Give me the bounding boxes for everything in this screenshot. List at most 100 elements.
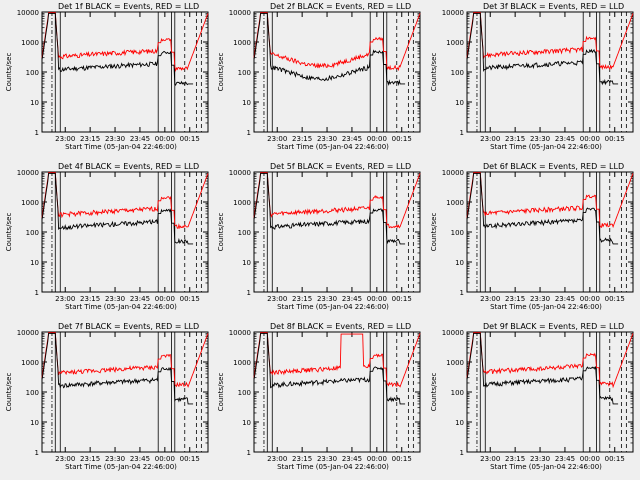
x-tick-label: 23:30 — [105, 135, 125, 143]
x-tick-label: 23:15 — [505, 295, 525, 303]
x-tick-label: 23:00 — [267, 135, 287, 143]
y-tick-label: 10 — [455, 99, 464, 107]
series-events-line — [41, 172, 194, 245]
x-tick-label: 23:30 — [317, 455, 337, 463]
y-tick-label: 1 — [247, 129, 251, 137]
y-tick-label: 10000 — [442, 329, 464, 337]
plot-frame — [253, 11, 421, 133]
series-events-line — [466, 12, 619, 86]
x-tick-label: 00:00 — [580, 295, 600, 303]
y-tick-label: 1 — [460, 449, 464, 457]
x-tick-label: 23:30 — [317, 135, 337, 143]
x-tick-label: 00:00 — [580, 135, 600, 143]
x-axis-label: Start Time (05-Jan-04 22:46:00) — [490, 303, 602, 311]
x-tick-label: 23:15 — [80, 295, 100, 303]
y-tick-label: 10000 — [442, 169, 464, 177]
x-axis-label: Start Time (05-Jan-04 22:46:00) — [277, 303, 389, 311]
x-tick-label: 00:00 — [367, 295, 387, 303]
series-events-line — [253, 12, 406, 87]
x-tick-label: 00:15 — [605, 295, 625, 303]
x-tick-label: 23:45 — [555, 455, 575, 463]
x-tick-label: 00:00 — [155, 135, 175, 143]
chart-panel-8: Det 8f BLACK = Events, RED = LLD 1 10 100 10… — [217, 322, 421, 471]
x-tick-label: 23:30 — [530, 295, 550, 303]
x-tick-label: 23:15 — [505, 135, 525, 143]
y-tick-label: 100 — [238, 389, 251, 397]
panel-title: Det 8f BLACK = Events, RED = LLD — [270, 322, 411, 331]
x-tick-label: 23:00 — [55, 455, 75, 463]
x-tick-label: 23:45 — [342, 135, 362, 143]
x-axis-label: Start Time (05-Jan-04 22:46:00) — [277, 143, 389, 151]
x-tick-label: 23:45 — [342, 295, 362, 303]
series-events-line — [41, 332, 194, 405]
y-tick-label: 100 — [451, 229, 464, 237]
y-tick-label: 1 — [35, 129, 39, 137]
y-tick-label: 100 — [26, 229, 39, 237]
y-tick-label: 10000 — [229, 9, 251, 17]
x-tick-label: 00:00 — [155, 295, 175, 303]
y-tick-label: 100 — [238, 69, 251, 77]
series-lld-line — [41, 12, 209, 72]
x-tick-label: 23:30 — [105, 455, 125, 463]
x-tick-label: 00:15 — [180, 455, 200, 463]
x-tick-label: 00:00 — [367, 135, 387, 143]
x-tick-label: 00:00 — [367, 455, 387, 463]
x-tick-label: 00:15 — [605, 135, 625, 143]
y-tick-label: 1 — [247, 289, 251, 297]
plot-frame — [41, 331, 209, 453]
series-lld-line — [466, 172, 634, 229]
panel-title: Det 9f BLACK = Events, RED = LLD — [483, 322, 624, 331]
y-axis-label: Counts/sec — [5, 53, 13, 92]
series-events-line — [466, 172, 619, 245]
y-tick-label: 1000 — [446, 39, 464, 47]
y-tick-label: 10000 — [229, 329, 251, 337]
panel-title: Det 5f BLACK = Events, RED = LLD — [270, 162, 411, 171]
y-tick-label: 10000 — [17, 329, 39, 337]
x-tick-label: 00:00 — [155, 455, 175, 463]
series-lld-line — [466, 332, 634, 389]
x-tick-label: 23:30 — [317, 295, 337, 303]
x-tick-label: 23:15 — [80, 135, 100, 143]
y-tick-label: 1 — [35, 289, 39, 297]
y-axis-label: Counts/sec — [430, 373, 438, 412]
x-axis-label: Start Time (05-Jan-04 22:46:00) — [65, 143, 177, 151]
y-tick-label: 1 — [35, 449, 39, 457]
x-tick-label: 00:00 — [580, 455, 600, 463]
series-lld-line — [253, 332, 421, 388]
y-axis-label: Counts/sec — [217, 373, 225, 412]
x-tick-label: 23:30 — [530, 135, 550, 143]
y-tick-label: 1000 — [21, 359, 39, 367]
y-tick-label: 100 — [238, 229, 251, 237]
y-tick-label: 100 — [26, 389, 39, 397]
x-tick-label: 00:15 — [605, 455, 625, 463]
y-tick-label: 100 — [451, 389, 464, 397]
x-axis-label: Start Time (05-Jan-04 22:46:00) — [65, 303, 177, 311]
panel-title: Det 1f BLACK = Events, RED = LLD — [58, 2, 199, 11]
y-tick-label: 10000 — [17, 9, 39, 17]
x-axis-label: Start Time (05-Jan-04 22:46:00) — [490, 143, 602, 151]
plot-frame — [253, 171, 421, 293]
series-lld-line — [41, 172, 209, 230]
chart-panel-2: Det 2f BLACK = Events, RED = LLD 1 10 100 10… — [217, 2, 421, 151]
panel-title: Det 4f BLACK = Events, RED = LLD — [58, 162, 199, 171]
chart-panel-3: Det 3f BLACK = Events, RED = LLD 1 10 100 10… — [430, 2, 634, 151]
chart-panel-6: Det 6f BLACK = Events, RED = LLD 1 10 100 10… — [430, 162, 634, 311]
plot-frame — [466, 171, 634, 293]
y-tick-label: 1 — [247, 449, 251, 457]
x-tick-label: 00:15 — [392, 455, 412, 463]
x-tick-label: 23:45 — [130, 135, 150, 143]
x-tick-label: 23:00 — [267, 455, 287, 463]
x-tick-label: 23:00 — [480, 135, 500, 143]
y-tick-label: 1000 — [233, 359, 251, 367]
y-tick-label: 10000 — [17, 169, 39, 177]
series-events-line — [253, 172, 406, 245]
x-tick-label: 23:00 — [480, 455, 500, 463]
y-tick-label: 10 — [455, 259, 464, 267]
x-tick-label: 23:45 — [555, 135, 575, 143]
series-lld-line — [253, 172, 421, 229]
y-tick-label: 10 — [455, 419, 464, 427]
y-axis-label: Counts/sec — [5, 373, 13, 412]
y-axis-label: Counts/sec — [430, 53, 438, 92]
chart-panel-7: Det 7f BLACK = Events, RED = LLD 1 10 100 10… — [5, 322, 209, 471]
